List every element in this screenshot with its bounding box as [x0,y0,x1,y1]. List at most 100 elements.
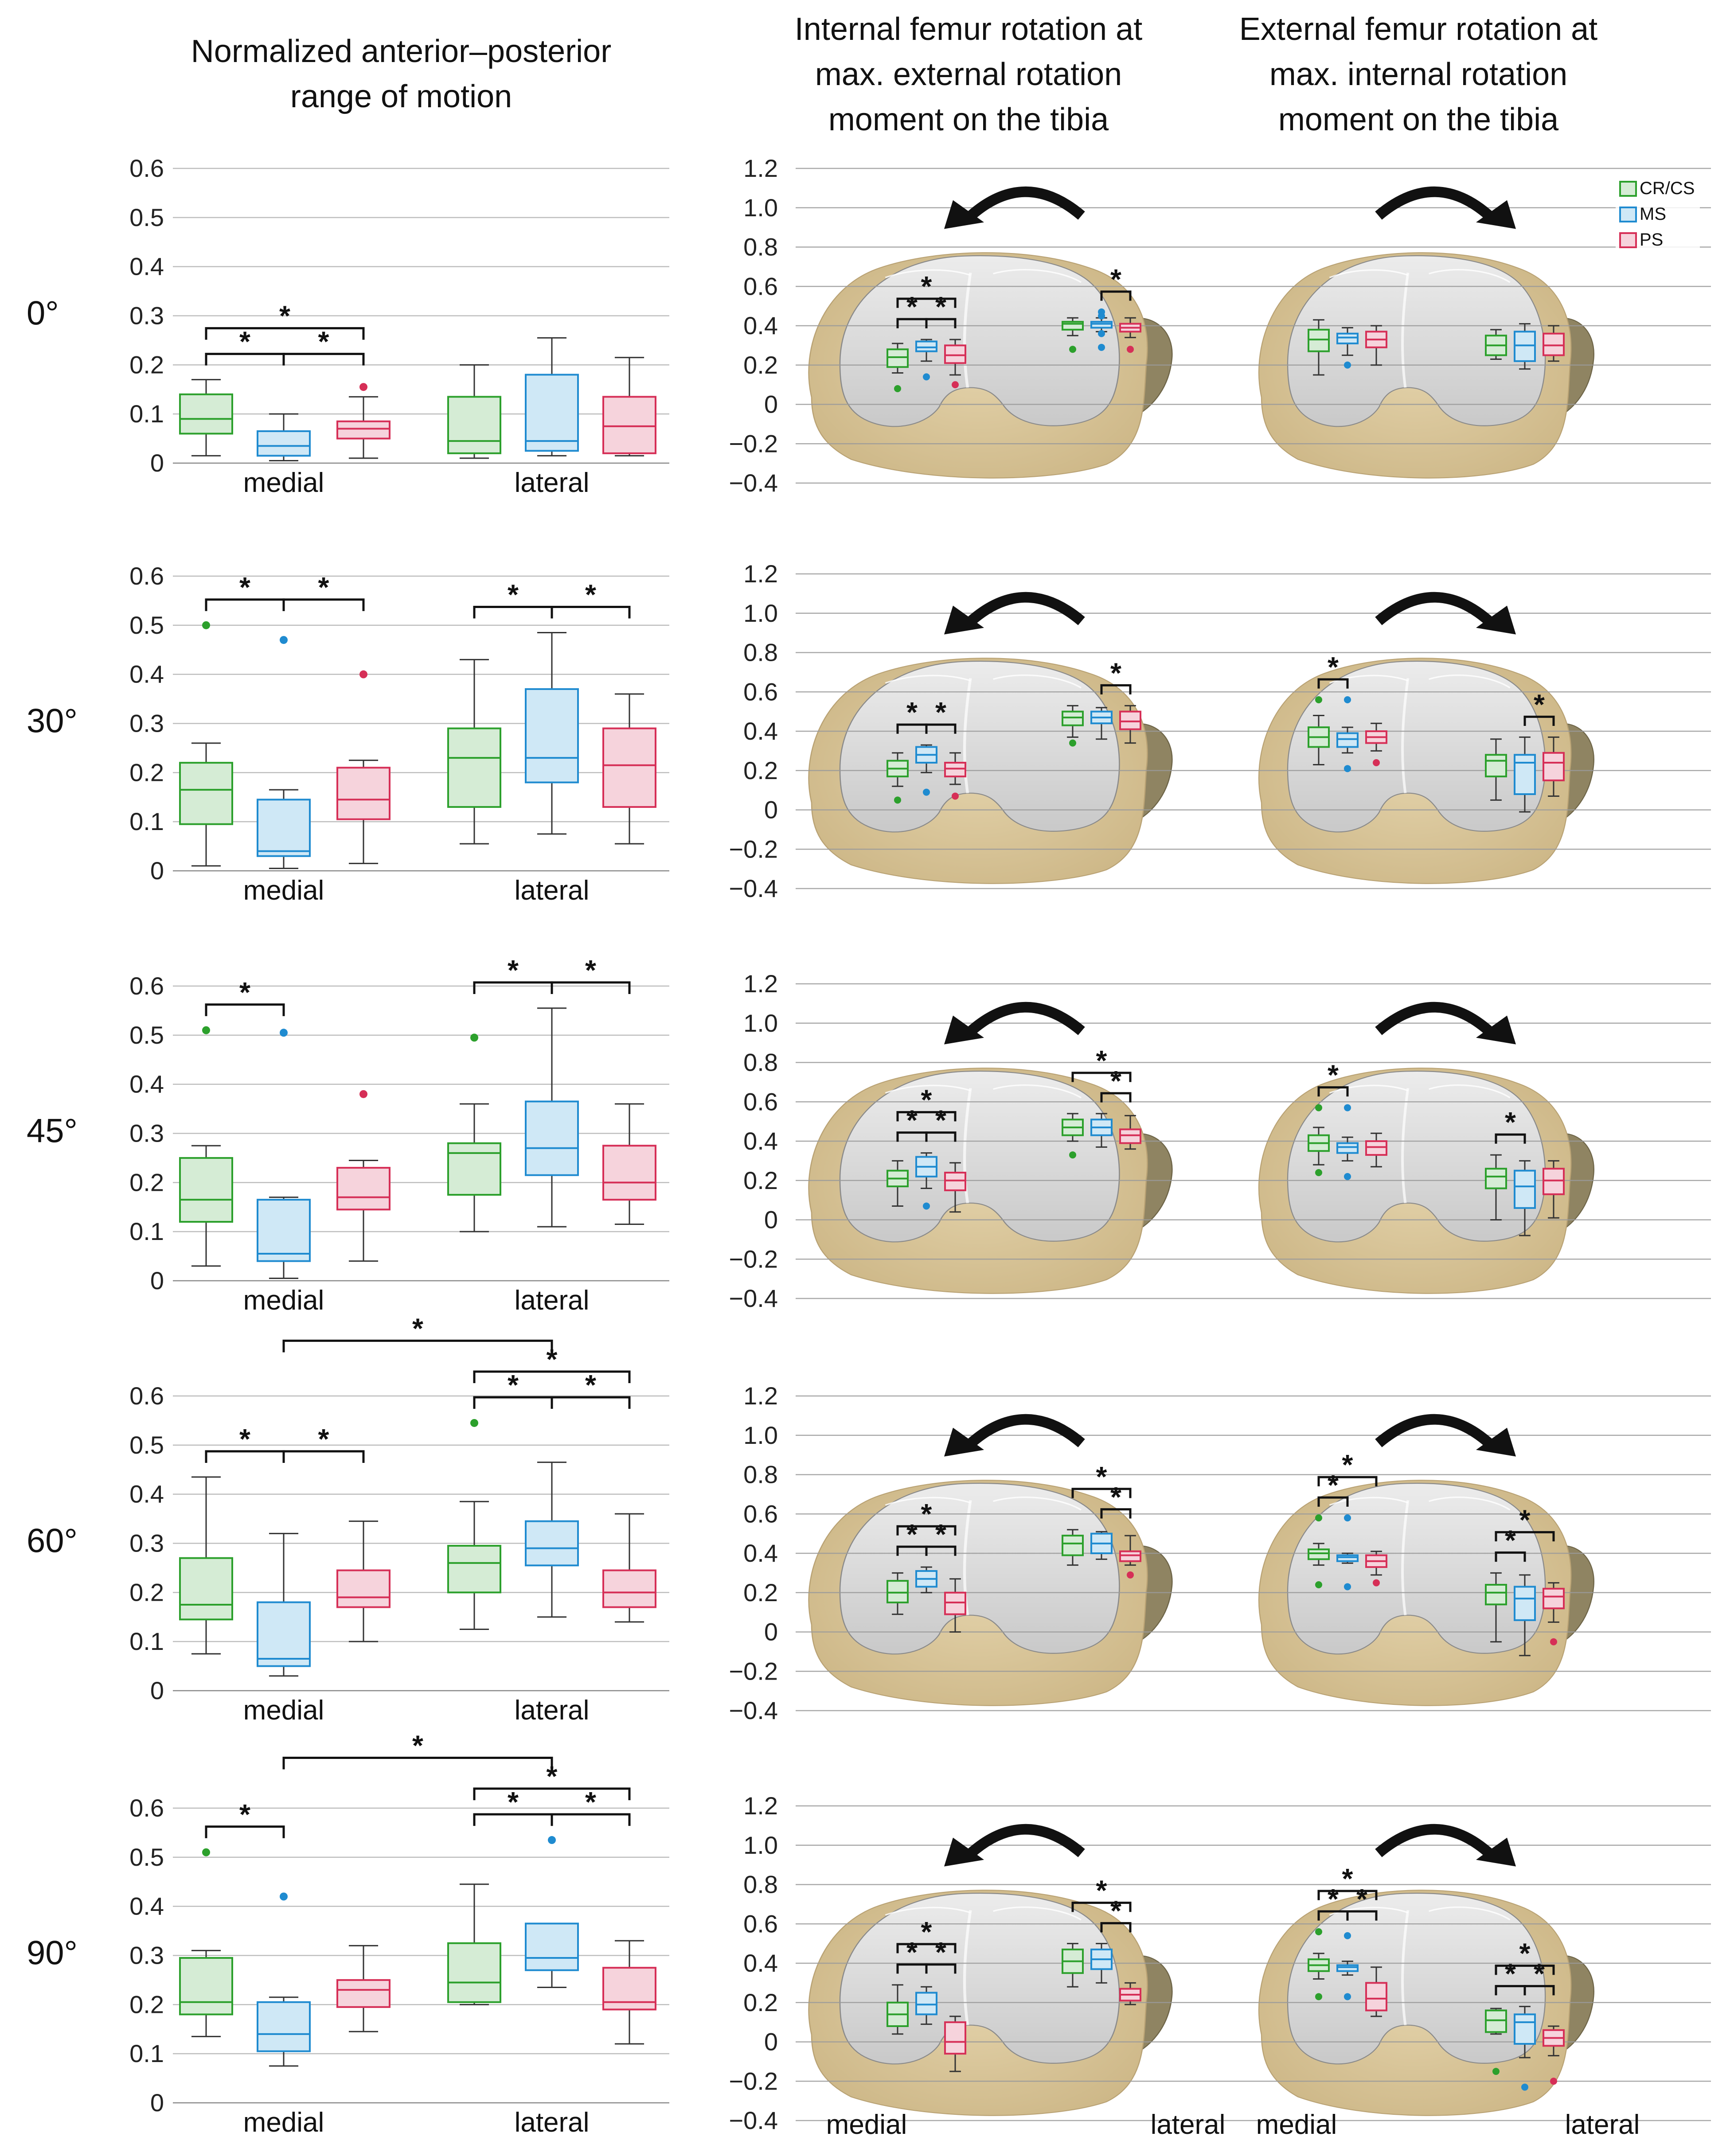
box-iqr [1119,1128,1141,1144]
y-tick-label: 0.8 [743,1049,778,1076]
outlier-point [894,385,901,392]
box-iqr [447,1545,501,1594]
y-tick-label: 1.0 [743,1009,778,1037]
outlier-point [280,1029,288,1037]
box-iqr [1336,1554,1359,1562]
y-tick-label: 0.8 [743,639,778,667]
angle-label: 45° [27,1112,78,1150]
y-tick-label: 0.6 [743,1500,778,1528]
y-tick-label: 0.2 [129,351,164,378]
ap-range-chart: 0 0.1 0.2 0.3 0.4 0.5 0.6 45° medial lateral * * * [27,954,669,1316]
outlier-point [1098,330,1105,337]
significance-star: * [1505,1958,1516,1990]
y-tick-label: 0.6 [743,678,778,706]
y-tick-label: −0.2 [729,429,778,457]
significance-star: * [1519,1938,1531,1969]
significance-star: * [279,300,290,332]
y-tick-label: 0.2 [743,1988,778,2016]
significance-star: * [1110,1065,1121,1097]
y-tick-label: 0.3 [129,710,164,737]
y-tick-label: −0.4 [729,2106,778,2134]
outlier-point [952,792,959,800]
outlier-point [1373,759,1380,766]
group-label-lateral: lateral [515,468,590,498]
y-tick-label: 0.2 [129,1990,164,2018]
y-tick-label: 1.0 [743,1421,778,1449]
outlier-point [1098,343,1105,351]
outlier-point [1521,2083,1528,2091]
significance-bracket [1523,715,1555,726]
y-tick-label: 0.8 [743,1461,778,1489]
significance-bracket [1100,1092,1132,1103]
y-tick-label: 0 [764,390,778,418]
ap-range-chart: 00.10.20.30.40.50.690°medial lateral* * *** [27,1729,669,2138]
significance-star: * [1328,1059,1339,1091]
y-tick-label: 0.3 [129,1529,164,1557]
significance-star: * [318,326,329,358]
y-tick-label: 0 [764,1206,778,1234]
legend-swatch [1619,232,1637,248]
outlier-point [1315,1514,1322,1522]
outlier-point [1344,1932,1351,1939]
group-label-medial: medial [243,1695,324,1726]
angle-label: 30° [27,702,78,740]
significance-star: * [935,696,946,728]
y-tick-label: 0.6 [129,562,164,590]
box-iqr [602,396,656,454]
outlier-point [923,1202,930,1210]
significance-star: * [239,1423,250,1455]
rotation-charts: −0.4−0.200.20.40.60.81.01.2* **** **** [729,1382,1711,1724]
y-tick-label: 0 [150,449,164,477]
box-iqr [336,767,391,820]
y-tick-label: 0.6 [743,1910,778,1938]
y-tick-label: 1.2 [743,1792,778,1820]
significance-star: * [906,1518,918,1550]
y-tick-label: 1.2 [743,970,778,998]
outlier-point [1550,2078,1557,2085]
y-tick-label: 0.3 [129,1119,164,1147]
significance-bracket [925,1131,957,1142]
significance-star: * [906,1936,918,1968]
significance-bracket [925,723,957,734]
box-iqr [336,1167,391,1211]
y-tick-label: 0.5 [129,203,164,231]
ap-range-chart: 0 0.1 0.2 0.3 0.4 0.5 0.6 60° medial lateral * * * * *… [27,1312,669,1726]
group-label-medial: medial [243,1285,324,1316]
group-label-lateral: lateral [515,875,590,906]
box-iqr [944,1591,966,1615]
significance-star: * [318,1423,329,1455]
significance-star: * [508,954,519,986]
significance-bracket [473,1787,631,1801]
outlier-point [1344,1583,1351,1591]
y-tick-label: −0.4 [729,1284,778,1312]
significance-star: * [585,1786,596,1818]
box-iqr [944,2021,966,2055]
box-iqr [1365,1982,1387,2012]
y-tick-label: 0.2 [129,758,164,786]
y-tick-label: 0 [150,857,164,885]
significance-bracket [1317,678,1349,689]
significance-star: * [1096,1461,1107,1493]
box-iqr [1543,332,1565,356]
y-tick-label: 0.6 [129,1794,164,1822]
outlier-point [1315,1169,1322,1176]
outlier-point [1315,1993,1322,2000]
outlier-point [202,1848,210,1856]
significance-star: * [239,326,250,358]
y-tick-label: 1.2 [743,1382,778,1410]
box-iqr [602,1569,656,1608]
group-label-lateral: lateral [515,1285,590,1316]
y-tick-label: 0.1 [129,400,164,428]
significance-star: * [906,696,918,728]
box-iqr [944,344,966,364]
significance-bracket [1100,684,1132,695]
significance-bracket [282,598,365,611]
box-iqr [525,1922,579,1971]
outlier-point [202,1026,210,1034]
y-tick-label: 0.2 [743,1166,778,1194]
significance-bracket [1317,1496,1349,1507]
y-tick-label: 0 [150,2089,164,2117]
significance-bracket [896,297,957,308]
y-tick-label: 0.6 [743,1088,778,1115]
bottom-label-medial: medial [1256,2109,1337,2140]
